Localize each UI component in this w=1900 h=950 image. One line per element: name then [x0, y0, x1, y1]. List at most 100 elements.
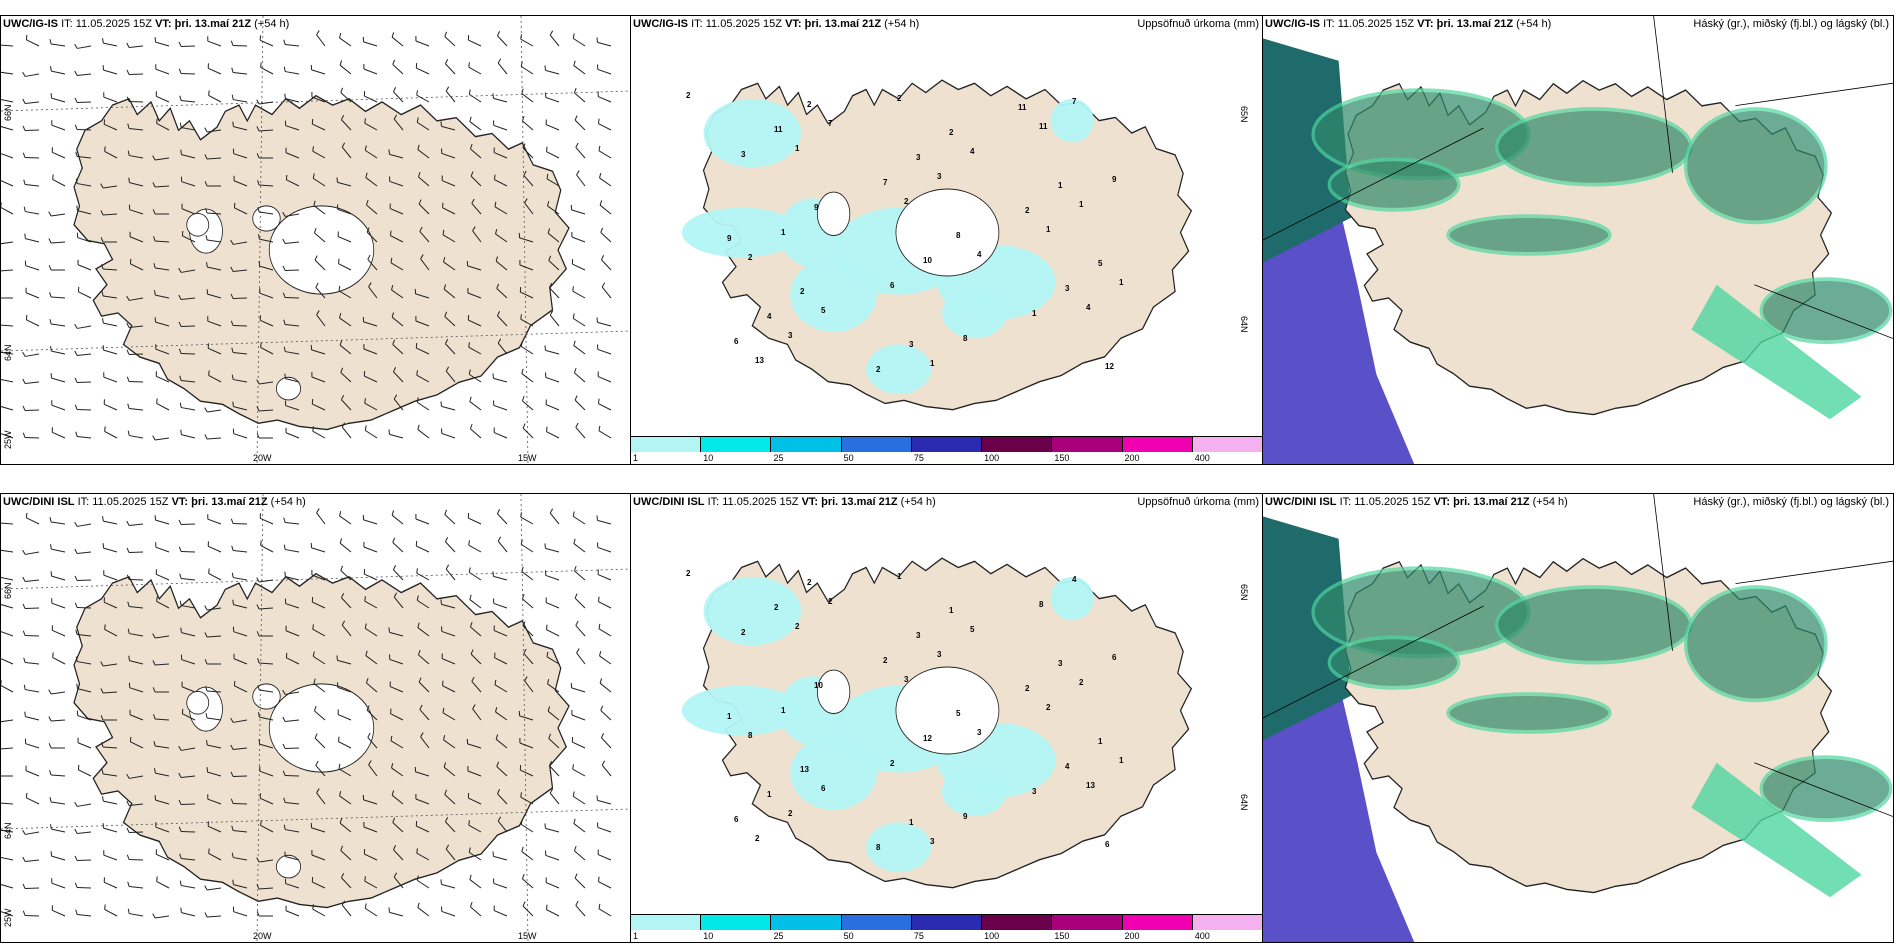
wind-barb-flag [74, 70, 78, 76]
wind-barb-flag [156, 398, 158, 404]
wind-barb-flag [546, 651, 549, 657]
wind-barb [259, 265, 274, 271]
wind-barb [129, 236, 144, 243]
wind-barb [258, 409, 274, 412]
wind-barb-flag [284, 851, 286, 857]
wind-barb-flag [23, 179, 26, 185]
wind-barb [77, 73, 92, 76]
wind-barb [416, 347, 430, 355]
wind-barb [25, 551, 40, 555]
wind-barb [181, 912, 196, 917]
wind-barb [51, 377, 66, 383]
wind-barb [575, 147, 586, 159]
wind-barb [260, 319, 274, 327]
colorbar-swatch [982, 436, 1053, 452]
wind-barb-flag [391, 284, 394, 291]
wind-barb [181, 686, 196, 693]
wind-barb [470, 428, 482, 439]
wind-barb [364, 375, 378, 383]
colorbar-swatch [1192, 436, 1263, 452]
wind-barb [574, 92, 586, 103]
cloud-band [1446, 214, 1612, 256]
wind-barb-flag [341, 115, 345, 120]
wind-barb [416, 879, 430, 889]
wind-barb-flag [575, 620, 579, 626]
wind-barb [25, 292, 40, 299]
wind-barb [443, 766, 456, 777]
wind-barb [340, 92, 352, 103]
wind-barb-flag [492, 851, 494, 857]
wind-barb-flag [22, 576, 26, 582]
wind-barb [573, 823, 586, 833]
wind-barb-flag [472, 704, 476, 710]
wind-barb-flag [22, 351, 26, 357]
wind-barb-flag [523, 170, 527, 176]
wind-barb-flag [126, 96, 130, 102]
wind-barb [415, 40, 430, 47]
precip-value: 3 [1058, 659, 1063, 668]
precip-value: 1 [897, 572, 902, 581]
wind-barb [207, 887, 222, 891]
wind-barb [207, 607, 222, 611]
wind-barb-flag [599, 650, 602, 657]
wind-barb [155, 519, 170, 525]
wind-barb [363, 546, 378, 553]
colorbar-tick: 400 [1194, 453, 1210, 463]
vt-value: þri. 13.maí 21Z [1436, 18, 1514, 30]
wind-barb-flag [127, 881, 130, 887]
wind-barb-flag [338, 258, 340, 264]
wind-barb [25, 743, 40, 749]
wind-barb [575, 625, 586, 637]
wind-barb [470, 653, 482, 665]
wind-barb [207, 239, 222, 243]
wind-barb [1, 884, 14, 889]
wind-barb [258, 607, 274, 610]
glacier-shape [816, 669, 851, 715]
wind-barb-flag [573, 60, 576, 66]
wind-barb [77, 264, 92, 271]
wind-barb [311, 574, 326, 581]
wind-barb [102, 213, 118, 216]
precip-value: 8 [748, 731, 753, 740]
glacier-shape [275, 854, 302, 879]
wind-barb-flag [416, 370, 418, 376]
wind-barb [156, 375, 170, 383]
wind-barb-flag [393, 845, 397, 850]
wind-barb-flag [472, 226, 476, 232]
precip-area [681, 685, 802, 736]
colorbar-tick: 10 [703, 931, 714, 941]
glacier-shape [186, 690, 210, 715]
wind-barb-flag [74, 801, 78, 807]
wind-barb [363, 41, 378, 47]
wind-barb [233, 241, 248, 245]
wind-barb [573, 65, 586, 75]
wind-barb [25, 101, 40, 104]
wind-barb-flag [178, 826, 182, 832]
panel-title: UWC/IG-IS IT: 11.05.2025 15Z VT: þri. 13… [3, 18, 289, 30]
wind-barb [393, 398, 404, 411]
wind-barb [314, 737, 326, 749]
wind-barb [389, 208, 404, 215]
wind-barb [493, 855, 508, 861]
wind-barb-flag [365, 650, 368, 656]
wind-barb-flag [282, 716, 286, 722]
high-cloud-area [1691, 284, 1862, 420]
wind-barb [493, 152, 508, 159]
wind-barb [600, 710, 612, 721]
wind-barb-flag [339, 818, 343, 824]
wind-barb [285, 856, 300, 861]
wind-barb-flag [230, 717, 234, 723]
wind-barb-flag [22, 71, 26, 77]
wind-barb [77, 831, 92, 834]
wind-barb-flag [596, 515, 598, 521]
wind-barb [393, 91, 404, 103]
wind-barb-flag [204, 181, 208, 187]
wind-barb [364, 880, 378, 889]
wind-barb-flag [230, 744, 234, 750]
wind-barb [208, 852, 222, 861]
wind-barb [25, 770, 40, 777]
colorbar-tick: 75 [913, 931, 924, 941]
wind-barb-flag [393, 367, 397, 372]
wind-barb [337, 686, 352, 693]
colorbar-swatch [1052, 914, 1123, 930]
